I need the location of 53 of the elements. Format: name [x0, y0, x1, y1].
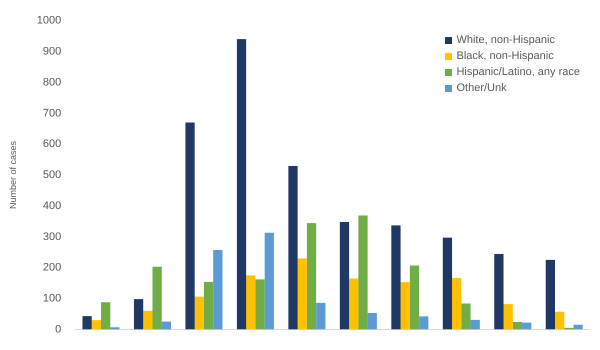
bar: [546, 260, 555, 330]
bar: [494, 254, 504, 330]
bar: [555, 312, 564, 330]
y-tick-label: 500: [42, 169, 62, 182]
bar: [306, 223, 316, 330]
bar: [264, 232, 274, 330]
y-tick-label: 400: [42, 200, 62, 212]
bar: [194, 296, 204, 330]
y-tick-label: 200: [42, 262, 62, 274]
legend-label: Other/Unk: [456, 82, 507, 94]
bar: [316, 302, 326, 330]
bar: [391, 225, 401, 330]
y-axis-title: Number of cases: [8, 140, 18, 210]
bar: [204, 282, 214, 330]
bar: [298, 258, 307, 330]
bar: [288, 166, 298, 330]
bar: [255, 279, 265, 330]
bar: [461, 303, 471, 330]
bar: [340, 222, 350, 330]
bar: [143, 310, 152, 330]
bar: [358, 215, 368, 330]
bar: [512, 322, 522, 330]
y-tick-label: 800: [42, 76, 62, 88]
bar: [162, 322, 172, 330]
y-tick-label: 900: [42, 46, 62, 58]
legend-label: White, non-Hispanic: [456, 34, 555, 46]
y-tick-label: 0: [55, 323, 62, 336]
bar: [82, 316, 92, 330]
y-tick-label: 600: [42, 138, 62, 150]
bar: [504, 304, 513, 330]
bar: [419, 316, 428, 330]
y-tick-label: 300: [42, 230, 62, 243]
bar: [410, 265, 420, 330]
bar: [470, 320, 480, 330]
legend-label: Hispanic/Latino, any race: [456, 66, 580, 78]
bar: [522, 322, 532, 330]
y-tick-label: 100: [42, 292, 62, 305]
bar: [236, 39, 246, 330]
bar: [246, 275, 256, 330]
legend-label: Black, non-Hispanic: [456, 50, 554, 62]
bar: [101, 302, 110, 330]
bar: [185, 122, 195, 330]
bar: [213, 250, 222, 330]
bar: [368, 313, 377, 330]
bar: [442, 238, 452, 330]
y-tick-label: 700: [42, 107, 62, 120]
bar: [400, 282, 410, 330]
bar: [349, 278, 358, 330]
bar: [152, 266, 162, 330]
bar: [452, 278, 462, 330]
y-tick-label: 1000: [36, 14, 62, 27]
bar: [134, 299, 144, 330]
bar: [92, 320, 102, 330]
